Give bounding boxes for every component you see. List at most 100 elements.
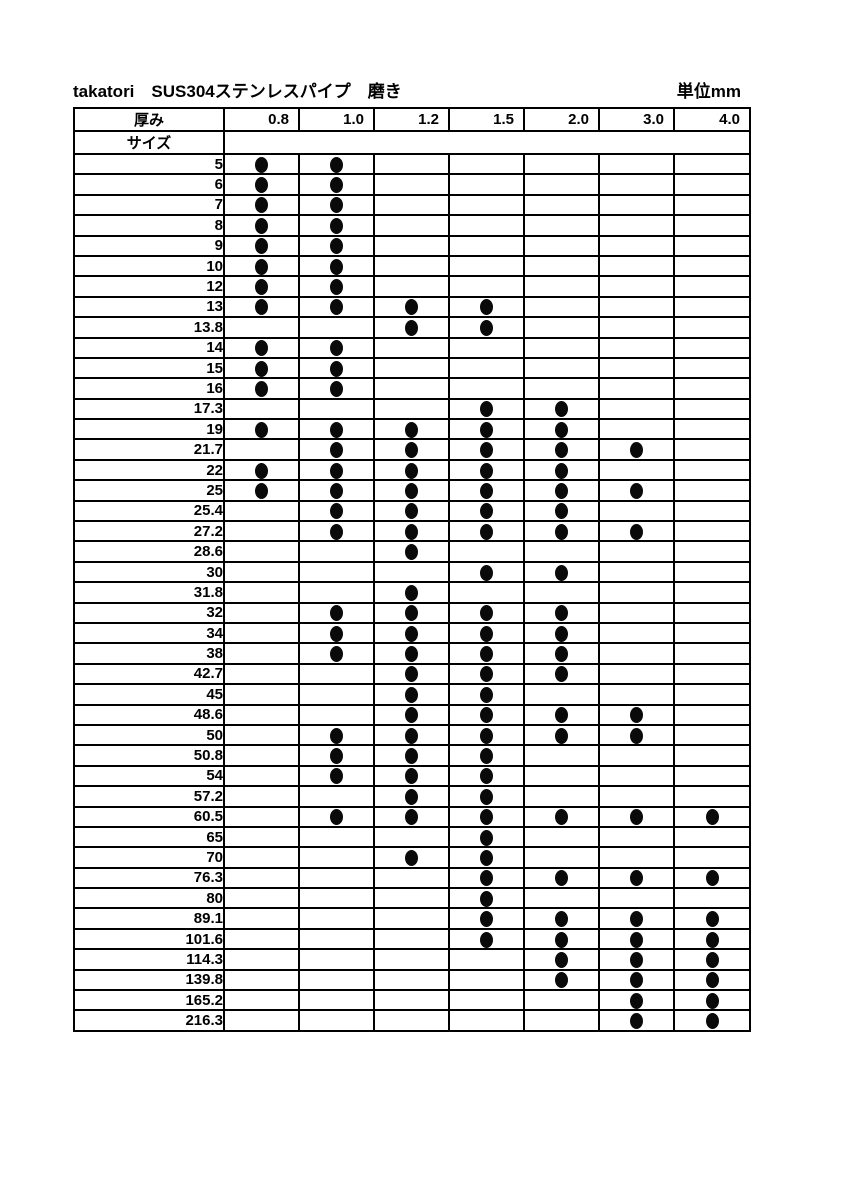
dot-cell <box>523 601 600 625</box>
dot-cell <box>223 336 300 359</box>
dot-cell <box>673 866 751 890</box>
dot-cell <box>448 520 525 543</box>
availability-dot-marker <box>555 646 568 662</box>
size-cell: 27.2 <box>73 520 225 543</box>
dot-cell <box>448 377 525 400</box>
dot-cell <box>448 642 525 665</box>
dot-cell <box>223 764 300 788</box>
table-row: 48.6 <box>73 703 751 726</box>
availability-dot-marker <box>405 748 418 764</box>
table-row: 114.3 <box>73 948 751 971</box>
dot-cell <box>673 785 751 808</box>
table-row: 50.8 <box>73 744 751 767</box>
dot-cell <box>673 193 751 217</box>
table-row: 80 <box>73 887 751 910</box>
dot-cell <box>523 948 600 971</box>
dot-cell <box>598 846 675 869</box>
dot-cell <box>373 723 450 747</box>
dot-cell <box>598 907 675 930</box>
availability-dot-marker <box>555 666 568 683</box>
dot-cell <box>223 662 300 686</box>
availability-dot-marker <box>255 421 268 438</box>
availability-dot-marker <box>405 299 418 316</box>
dot-cell <box>223 601 300 625</box>
dot-cell <box>673 621 751 645</box>
dot-cell <box>298 520 375 543</box>
availability-dot-marker <box>480 401 493 418</box>
size-cell: 101.6 <box>73 927 225 951</box>
dot-cell <box>223 540 300 563</box>
availability-dot-marker <box>330 605 343 621</box>
dot-cell <box>673 744 751 767</box>
dot-cell <box>373 397 450 421</box>
dot-cell <box>598 377 675 400</box>
availability-dot-marker <box>555 401 568 418</box>
availability-dot-marker <box>255 238 268 254</box>
dot-cell <box>373 683 450 706</box>
dot-cell <box>673 764 751 788</box>
size-cell: 5 <box>73 152 225 176</box>
availability-dot-marker <box>330 421 343 438</box>
dot-cell <box>598 785 675 808</box>
dot-cell <box>523 152 600 176</box>
dot-cell <box>223 968 300 992</box>
dot-cell <box>523 621 600 645</box>
dot-cell <box>448 499 525 523</box>
dot-cell <box>598 601 675 625</box>
dot-cell <box>298 927 375 951</box>
availability-dot-marker <box>480 911 493 927</box>
table-row: 17.3 <box>73 397 751 421</box>
dot-cell <box>598 356 675 380</box>
size-cell: 80 <box>73 887 225 910</box>
availability-dot-marker <box>555 462 568 479</box>
availability-dot-marker <box>405 625 418 642</box>
table-row: 76.3 <box>73 866 751 890</box>
availability-dot-marker <box>555 605 568 621</box>
dot-cell <box>298 887 375 910</box>
availability-dot-marker <box>480 686 493 703</box>
dot-cell <box>373 479 450 502</box>
availability-dot-marker <box>480 809 493 825</box>
size-cell: 25 <box>73 479 225 502</box>
availability-dot-marker <box>330 299 343 316</box>
dot-cell <box>673 683 751 706</box>
dot-cell <box>298 152 375 176</box>
availability-dot-marker <box>255 299 268 316</box>
availability-dot-marker <box>405 707 418 723</box>
dot-cell <box>223 560 300 584</box>
size-header-spacer <box>223 130 751 155</box>
dot-cell <box>448 601 525 625</box>
dot-cell <box>298 499 375 523</box>
dot-cell <box>523 438 600 461</box>
dot-cell <box>448 621 525 645</box>
size-cell: 30 <box>73 560 225 584</box>
thickness-col-header: 1.0 <box>298 107 375 132</box>
dot-cell <box>448 295 525 319</box>
availability-dot-marker <box>405 523 418 540</box>
dot-cell <box>448 662 525 686</box>
size-cell: 89.1 <box>73 907 225 930</box>
dot-cell <box>448 479 525 502</box>
dot-cell <box>373 1009 450 1032</box>
table-row: 8 <box>73 214 751 237</box>
availability-dot-marker <box>555 707 568 723</box>
size-cell: 31.8 <box>73 581 225 604</box>
dot-cell <box>373 152 450 176</box>
dot-cell <box>598 621 675 645</box>
dot-cell <box>448 316 525 339</box>
dot-cell <box>298 662 375 686</box>
availability-dot-marker <box>255 197 268 214</box>
dot-cell <box>673 560 751 584</box>
dot-cell <box>448 581 525 604</box>
dot-cell <box>373 621 450 645</box>
size-cell: 45 <box>73 683 225 706</box>
dot-cell <box>373 356 450 380</box>
dot-cell <box>298 723 375 747</box>
availability-dot-marker <box>630 972 643 988</box>
dot-cell <box>373 438 450 461</box>
table-row: 165.2 <box>73 988 751 1012</box>
dot-cell <box>373 744 450 767</box>
dot-cell <box>448 214 525 237</box>
dot-cell <box>373 193 450 217</box>
document-sheet: takatori SUS304ステンレスパイプ 磨き 単位mm 厚み 0.8 1… <box>73 77 751 1032</box>
